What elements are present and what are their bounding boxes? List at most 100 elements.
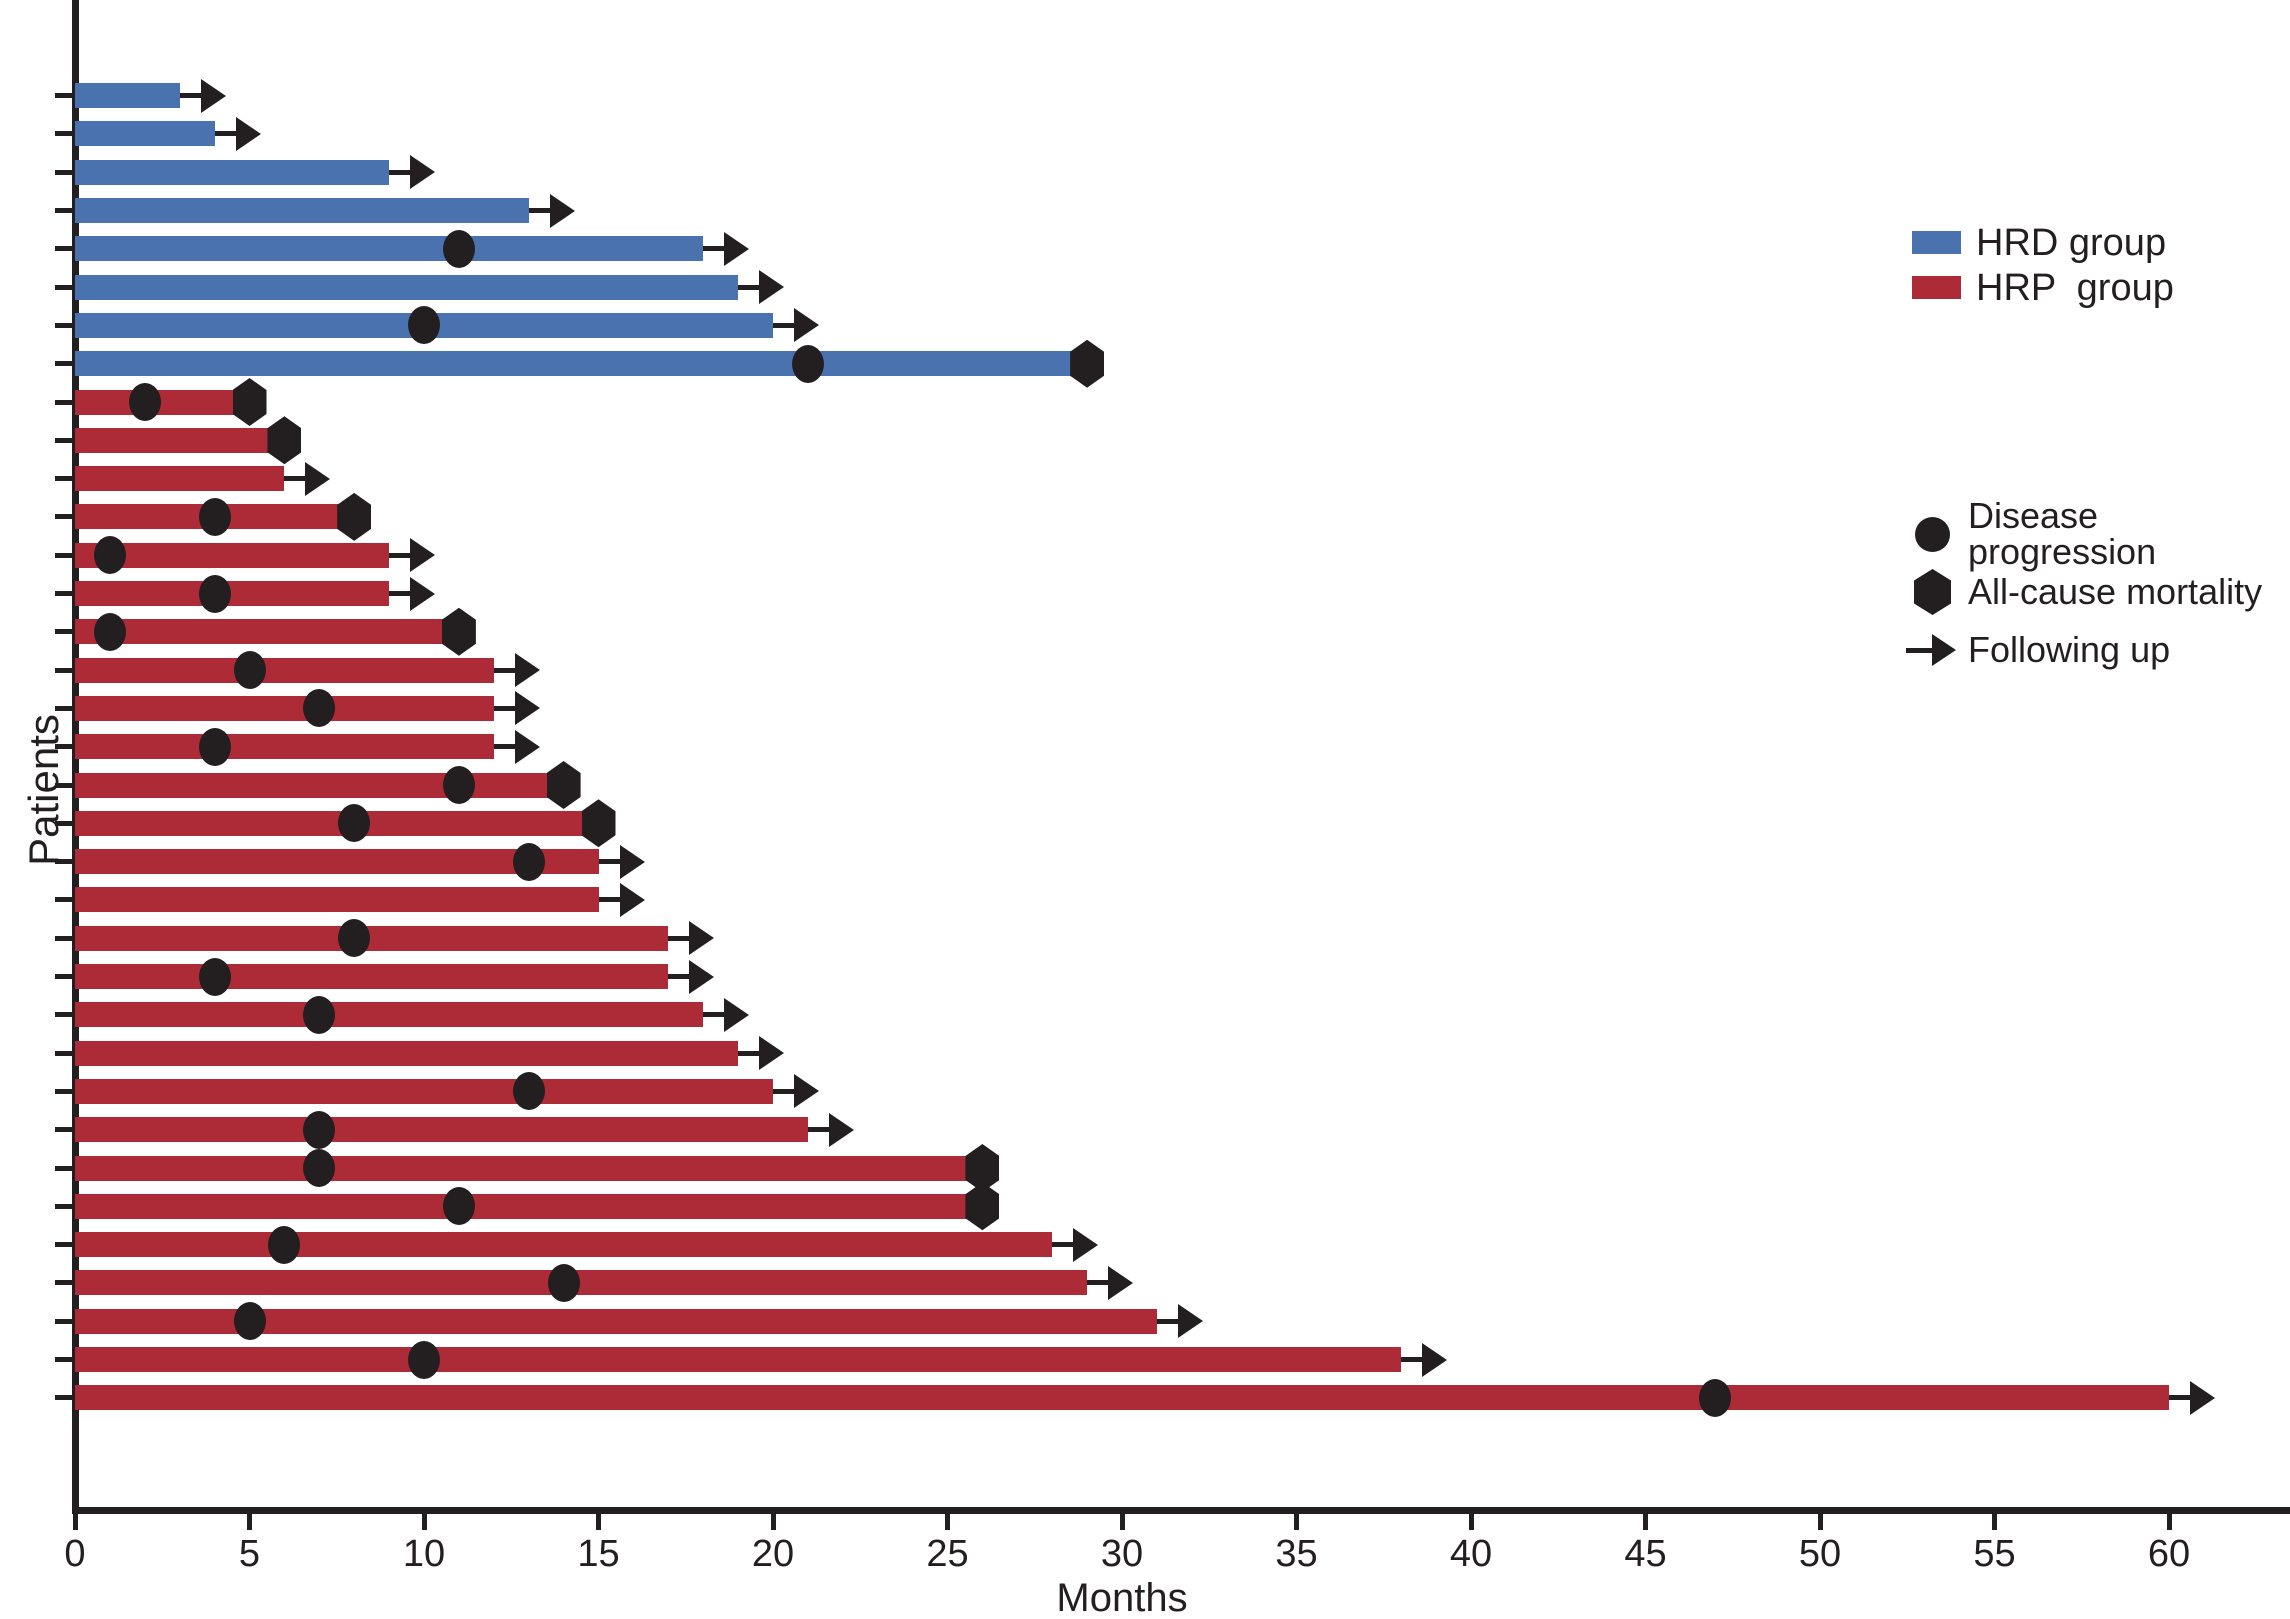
followup-arrow-icon	[528, 193, 575, 228]
patient-bar	[75, 1078, 773, 1104]
patient-bar	[75, 734, 494, 760]
followup-arrow-icon	[493, 729, 540, 764]
y-tick	[55, 1280, 72, 1286]
patient-bar	[75, 657, 494, 683]
mortality-marker-icon	[1070, 339, 1105, 388]
y-tick	[55, 897, 72, 903]
y-axis-label: Patients	[20, 714, 67, 866]
progression-marker-icon	[442, 1187, 475, 1226]
x-tick	[1468, 1514, 1474, 1530]
legend-marker-item: All-cause mortality	[1906, 563, 2290, 621]
progression-marker-icon	[198, 574, 231, 613]
patient-bar	[75, 1232, 1053, 1258]
y-tick	[55, 705, 72, 711]
progression-marker-icon	[547, 1263, 580, 1302]
mortality-marker-icon	[965, 1182, 1000, 1231]
arrow-head	[724, 231, 750, 266]
arrow-stem	[598, 897, 620, 903]
y-tick	[55, 1127, 72, 1133]
progression-marker-icon	[791, 344, 824, 383]
x-tick	[247, 1514, 252, 1530]
y-tick	[55, 744, 72, 750]
progression-marker-icon	[303, 1110, 336, 1149]
x-tick-label: 0	[64, 1533, 86, 1575]
arrow-head	[200, 78, 226, 113]
progression-marker-icon	[198, 727, 231, 766]
followup-arrow-icon	[668, 959, 715, 994]
progression-marker-icon	[198, 497, 231, 536]
y-tick	[55, 1357, 72, 1362]
arrow-stem	[703, 246, 725, 252]
arrow-head	[1422, 1342, 1448, 1377]
arrow-head	[410, 538, 436, 573]
arrow-stem	[493, 744, 515, 750]
progression-marker-icon	[338, 804, 371, 843]
x-tick-label: 15	[577, 1533, 620, 1575]
mortality-marker-icon	[337, 492, 372, 541]
y-tick	[55, 169, 72, 175]
mortality-marker-icon	[546, 761, 581, 809]
y-tick	[55, 437, 72, 443]
x-tick	[945, 1514, 950, 1530]
arrow-head	[1932, 634, 1956, 666]
patient-bar	[75, 964, 669, 989]
arrow-stem	[773, 322, 794, 328]
patient-bar	[75, 810, 599, 836]
followup-arrow-icon	[738, 1036, 785, 1071]
followup-arrow-icon	[598, 882, 645, 917]
y-tick	[55, 1242, 72, 1248]
y-tick	[55, 514, 72, 520]
arrow-stem	[493, 667, 515, 673]
x-tick	[72, 1514, 78, 1530]
y-tick	[55, 782, 72, 788]
circle-glyph	[1915, 516, 1950, 552]
hexagon-glyph	[1914, 569, 1951, 615]
progression-marker-icon	[338, 919, 371, 958]
arrow-head	[514, 691, 540, 726]
followup-arrow-icon	[284, 461, 331, 496]
x-tick	[2166, 1514, 2172, 1530]
followup-arrow-icon	[389, 538, 436, 573]
x-tick	[596, 1514, 601, 1530]
arrow-stem	[284, 476, 306, 482]
followup-arrow-icon	[703, 231, 750, 266]
x-tick	[1992, 1514, 1997, 1530]
x-tick-label: 55	[1973, 1533, 2016, 1575]
arrow-head	[305, 461, 331, 496]
patient-bar	[75, 1117, 808, 1143]
y-tick	[55, 1203, 72, 1209]
y-tick	[55, 131, 72, 137]
x-tick	[1294, 1514, 1299, 1530]
progression-marker-icon	[303, 995, 336, 1034]
y-tick	[55, 1050, 72, 1056]
arrow-stem	[389, 169, 411, 175]
arrow-head	[759, 1036, 785, 1071]
arrow-stem	[389, 591, 411, 596]
x-axis-label: Months	[1056, 1576, 1188, 1619]
patient-bar	[75, 1155, 983, 1181]
arrow-stem	[668, 974, 690, 979]
x-tick	[1643, 1514, 1648, 1530]
patient-bar	[75, 849, 599, 875]
progression-marker-icon	[233, 1302, 266, 1341]
legend-markers: Disease progression All-cause mortality Fo…	[1906, 498, 2290, 679]
y-tick	[55, 284, 72, 290]
y-tick	[55, 935, 72, 941]
followup-arrow-icon	[389, 576, 436, 611]
legend-color-swatch	[1912, 231, 1961, 254]
arrow-stem	[1906, 647, 1932, 653]
progression-marker-icon	[93, 536, 126, 575]
patient-bar	[75, 542, 390, 568]
mortality-marker-icon	[581, 799, 616, 848]
progression-marker-icon	[1699, 1378, 1732, 1417]
mortality-marker-icon	[232, 378, 267, 426]
mortality-marker-icon	[267, 416, 302, 465]
legend-marker-label: Following up	[1968, 629, 2171, 670]
legend-group-label: HRD group	[1976, 221, 2167, 264]
patient-bar	[75, 427, 285, 453]
followup-arrow-icon	[703, 997, 750, 1032]
arrow-stem	[1052, 1242, 1074, 1248]
y-tick	[55, 552, 72, 558]
x-tick-label: 10	[402, 1533, 446, 1575]
arrow-legend-icon	[1906, 634, 1968, 666]
